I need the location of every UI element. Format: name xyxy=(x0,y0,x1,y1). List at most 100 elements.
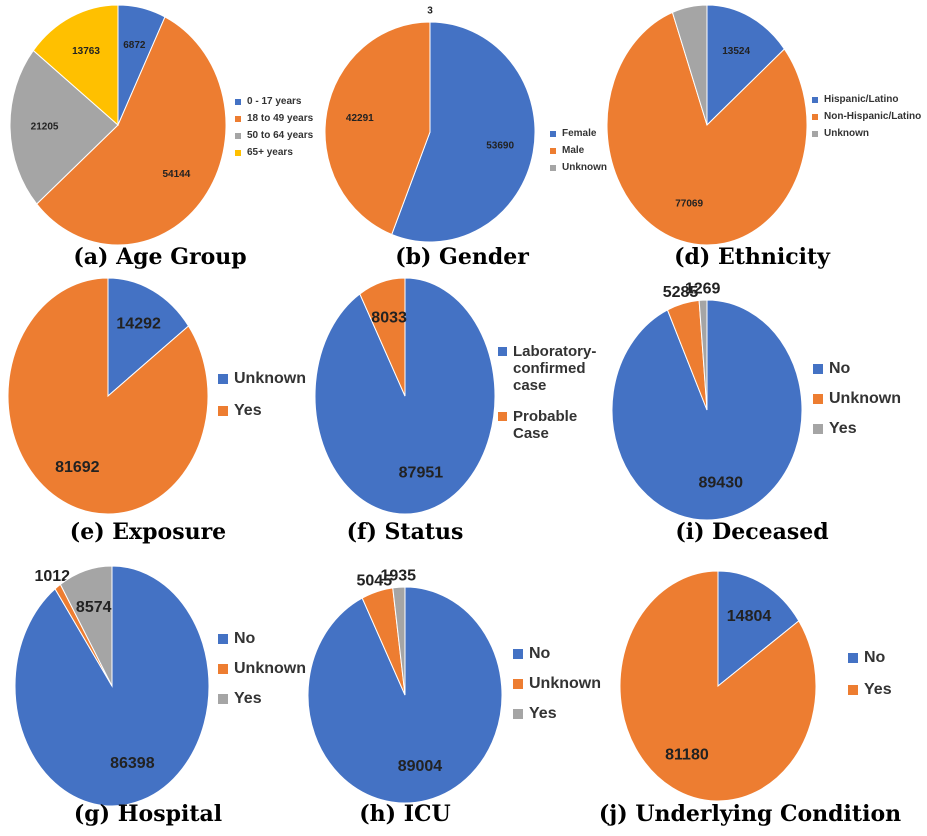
legend-swatch xyxy=(813,364,823,374)
legend-item: Yes xyxy=(848,681,923,699)
data-label: 81692 xyxy=(55,459,100,476)
legend-label: Unknown xyxy=(824,128,869,139)
legend-swatch xyxy=(235,99,241,105)
data-label: 53690 xyxy=(486,141,514,152)
legend-swatch xyxy=(813,424,823,434)
legend-swatch xyxy=(513,679,523,689)
data-label: 3 xyxy=(427,6,433,17)
legend-label: Unknown xyxy=(234,370,306,387)
pie-slice xyxy=(392,586,406,696)
legend-label: Yes xyxy=(234,690,262,707)
legend-item: Unknown xyxy=(812,128,927,139)
legend-swatch xyxy=(218,634,228,644)
data-label: 42291 xyxy=(346,113,374,124)
pie-slice xyxy=(32,4,119,127)
pie-slice xyxy=(606,11,808,246)
legend-item: Yes xyxy=(218,690,318,708)
caption: (f) Status xyxy=(347,519,464,545)
legend-item: No xyxy=(813,360,913,378)
data-label: 77069 xyxy=(675,198,703,209)
data-label: 6872 xyxy=(123,40,146,51)
data-label: 1269 xyxy=(685,280,721,297)
legend-swatch xyxy=(812,131,818,137)
pie-slice xyxy=(59,565,113,687)
data-label: 14292 xyxy=(116,316,161,333)
legend-item: Unknown xyxy=(218,370,318,388)
caption: (b) Gender xyxy=(395,244,529,270)
legend-item: No xyxy=(218,630,318,648)
legend-label: 65+ years xyxy=(247,147,293,158)
legend-item: Female xyxy=(550,128,630,139)
legend-item: Yes xyxy=(813,420,913,438)
pie-slice xyxy=(36,16,227,246)
data-label: 13524 xyxy=(722,46,750,57)
data-label: 5391 xyxy=(677,0,700,1)
data-label: 1012 xyxy=(34,568,70,585)
legend-swatch xyxy=(813,394,823,404)
data-label: 8033 xyxy=(371,310,407,327)
legend: Hispanic/Latino Non-Hispanic/Latino Unknow… xyxy=(812,94,927,145)
legend: Laboratory-confirmed case Probable Case xyxy=(498,343,596,456)
legend-swatch xyxy=(848,653,858,663)
legend-item: 65+ years xyxy=(235,147,345,158)
legend-label: No xyxy=(864,649,886,666)
legend-label: Yes xyxy=(529,705,557,722)
legend: No Yes xyxy=(848,649,923,713)
legend: No Unknown Yes xyxy=(513,645,613,735)
pie-slice xyxy=(717,570,800,688)
pie-slice xyxy=(7,277,209,515)
legend-item: Unknown xyxy=(513,675,613,693)
caption: (e) Exposure xyxy=(70,519,226,545)
caption: (h) ICU xyxy=(359,801,450,827)
data-label: 5285 xyxy=(663,284,699,301)
legend-label: Probable Case xyxy=(513,408,578,442)
legend-item: Unknown xyxy=(550,162,630,173)
legend-swatch xyxy=(218,374,228,384)
legend-label: Yes xyxy=(864,681,892,698)
legend-item: Laboratory-confirmed case xyxy=(498,343,596,394)
data-label: 89430 xyxy=(699,474,744,491)
legend: 0 - 17 years 18 to 49 years 50 to 64 years… xyxy=(235,96,345,164)
caption: (a) Age Group xyxy=(73,244,246,270)
legend-item: Yes xyxy=(513,705,613,723)
legend-swatch xyxy=(513,709,523,719)
data-label: 8574 xyxy=(76,599,112,616)
legend-item: Male xyxy=(550,145,630,156)
caption: (d) Ethnicity xyxy=(674,244,831,270)
data-label: 5045 xyxy=(357,572,393,589)
legend-label: Female xyxy=(562,128,597,139)
legend-item: Non-Hispanic/Latino xyxy=(812,111,927,122)
data-label: 86398 xyxy=(110,755,155,772)
data-label: 87951 xyxy=(399,465,444,482)
legend-swatch xyxy=(235,133,241,139)
legend-swatch xyxy=(550,165,556,171)
data-label: 21205 xyxy=(31,122,59,133)
legend-item: No xyxy=(513,645,613,663)
legend-swatch xyxy=(498,347,507,356)
legend-swatch xyxy=(812,114,818,120)
legend-label: 0 - 17 years xyxy=(247,96,302,107)
legend-swatch xyxy=(218,664,228,674)
legend-label: Laboratory-confirmed case xyxy=(513,343,597,394)
legend-swatch xyxy=(550,148,556,154)
pie-slice xyxy=(391,21,536,243)
pie-slice xyxy=(324,21,431,236)
legend-label: Hispanic/Latino xyxy=(824,94,899,105)
pie-slice xyxy=(9,49,119,205)
legend-item: 0 - 17 years xyxy=(235,96,345,107)
pie-slice xyxy=(107,277,190,398)
legend: No Unknown Yes xyxy=(813,360,913,450)
pie-slice xyxy=(619,570,817,802)
legend-item: 18 to 49 years xyxy=(235,113,345,124)
data-label: 89004 xyxy=(398,758,443,775)
pie-slice xyxy=(706,4,786,127)
legend-swatch xyxy=(550,131,556,137)
legend-swatch xyxy=(848,685,858,695)
legend-item: Probable Case xyxy=(498,408,586,442)
legend-swatch xyxy=(218,406,228,416)
legend-swatch xyxy=(812,97,818,103)
pie-slice xyxy=(359,277,406,397)
caption: (j) Underlying Condition xyxy=(599,801,901,827)
